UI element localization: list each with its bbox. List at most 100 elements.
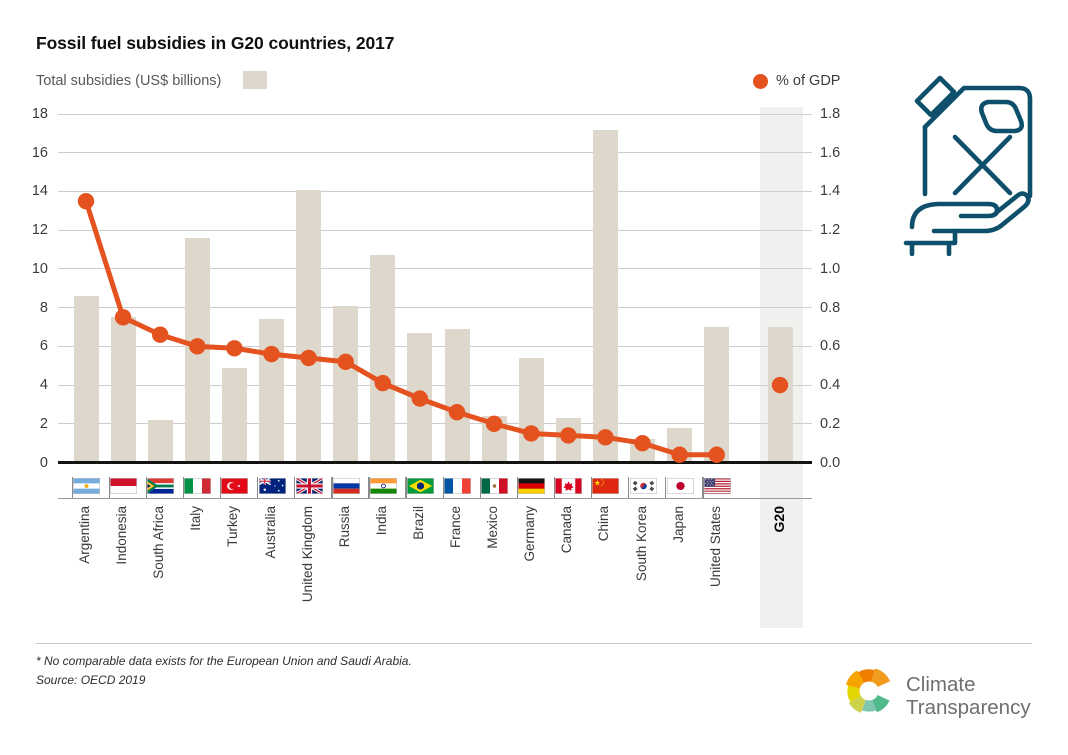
- x-axis-line: [58, 461, 812, 464]
- canister-spout: [914, 75, 957, 118]
- y-right-tick-label: 0.6: [820, 338, 841, 355]
- flagpole: [665, 477, 667, 498]
- flagpole: [294, 477, 296, 498]
- y-left-tick-label: 8: [39, 299, 48, 316]
- flag-united-states: [703, 478, 731, 494]
- x-label-united-kingdom: United Kingdom: [299, 506, 315, 603]
- gridline: [58, 345, 812, 347]
- legend-bars-label: Total subsidies (US$ billions): [36, 73, 222, 89]
- x-label-india: India: [373, 506, 389, 536]
- y-left-tick-label: 12: [31, 222, 48, 239]
- climate-transparency-logo-text: Climate Transparency: [906, 673, 1031, 719]
- y-right-tick-label: 0.0: [820, 454, 841, 471]
- bar-japan: [667, 427, 693, 463]
- gridline: [58, 113, 812, 115]
- y-right-tick-label: 1.4: [820, 183, 841, 200]
- y-right-tick-label: 0.2: [820, 415, 841, 432]
- y-left-tick-label: 14: [31, 183, 48, 200]
- bar-italy: [184, 237, 210, 463]
- y-right-tick-label: 1.0: [820, 260, 841, 277]
- flagpole: [219, 477, 222, 498]
- flagpole: [405, 477, 407, 498]
- bar-united-states: [704, 326, 730, 463]
- x-label-china: China: [596, 506, 612, 542]
- flag-italy: [184, 478, 212, 494]
- y-right-tick-label: 1.2: [820, 222, 841, 239]
- x-label-united-states: United States: [707, 506, 723, 588]
- logo-line-2: Transparency: [906, 696, 1031, 719]
- bar-india: [370, 255, 396, 463]
- flag-japan: [666, 478, 694, 494]
- bar-south-africa: [147, 419, 173, 463]
- flagpole: [182, 477, 185, 498]
- page-title: Fossil fuel subsidies in G20 countries, …: [36, 33, 395, 53]
- x-label-argentina: Argentina: [77, 506, 92, 564]
- y-left-tick-label: 6: [39, 338, 48, 355]
- y-left-tick-label: 16: [31, 144, 48, 161]
- legend-bar-swatch: [243, 71, 267, 89]
- flag-indonesia: [110, 478, 138, 494]
- footer-divider: [36, 643, 1032, 644]
- bar-australia: [259, 319, 284, 463]
- flagpole: [71, 477, 73, 498]
- flagpole: [553, 477, 556, 498]
- x-label-canada: Canada: [559, 506, 575, 554]
- logo-line-1: Climate: [906, 673, 976, 696]
- legend-gdp-dot-icon: [753, 74, 768, 89]
- flag-germany: [518, 478, 546, 494]
- x-label-australia: Australia: [262, 506, 278, 559]
- gridline: [58, 268, 812, 270]
- flag-russia: [332, 478, 360, 494]
- gdp-dot-south-africa: [152, 326, 169, 343]
- x-label-germany: Germany: [522, 506, 538, 562]
- bar-argentina: [73, 296, 99, 463]
- bar-france: [444, 328, 470, 463]
- x-label-russia: Russia: [336, 506, 352, 548]
- gdp-dot-turkey: [226, 340, 243, 357]
- x-label-south-africa: South Africa: [151, 506, 167, 579]
- bar-south-korea: [630, 439, 655, 463]
- bar-china: [592, 129, 618, 463]
- gridline: [58, 229, 812, 231]
- bar-indonesia: [110, 317, 136, 463]
- gridline: [58, 307, 812, 309]
- flag-canada: [555, 478, 583, 494]
- x-label-south-korea: South Korea: [633, 506, 649, 582]
- x-label-indonesia: Indonesia: [114, 506, 130, 565]
- gdp-line: [83, 200, 717, 458]
- bar-mexico: [481, 416, 507, 463]
- canister-handle: [978, 99, 1025, 134]
- flagpole: [516, 477, 519, 498]
- flag-china: [592, 478, 620, 494]
- flagpole: [628, 477, 630, 498]
- y-right-tick-label: 1.8: [820, 106, 841, 123]
- flagpole: [442, 477, 444, 498]
- flag-united-kingdom: [294, 476, 324, 496]
- y-left-tick-label: 10: [31, 260, 48, 277]
- y-left-tick-label: 4: [39, 377, 48, 394]
- bar-united-kingdom: [296, 189, 322, 463]
- gridline: [58, 384, 812, 386]
- y-right-tick-label: 0.8: [820, 299, 841, 316]
- fuel-canister-icon: [903, 75, 1033, 256]
- flag-south-africa: [146, 478, 175, 494]
- x-label-france: France: [448, 506, 463, 549]
- flag-turkey: [221, 478, 249, 494]
- flag-baseline: [58, 497, 812, 499]
- flagpole: [702, 477, 704, 498]
- hand-cuff: [903, 228, 958, 256]
- x-label-mexico: Mexico: [485, 506, 501, 549]
- y-left-tick-label: 2: [39, 415, 48, 432]
- hand-thumb: [931, 191, 1031, 234]
- flagpole: [257, 477, 259, 498]
- climate-transparency-logo-icon: [846, 668, 893, 713]
- flagpole: [479, 477, 481, 498]
- flag-south-korea: [629, 478, 657, 494]
- flagpole: [368, 477, 370, 498]
- flag-mexico: [481, 478, 509, 494]
- bar-turkey: [221, 367, 247, 463]
- y-right-tick-label: 1.6: [820, 144, 841, 161]
- bar-g20: [767, 326, 793, 463]
